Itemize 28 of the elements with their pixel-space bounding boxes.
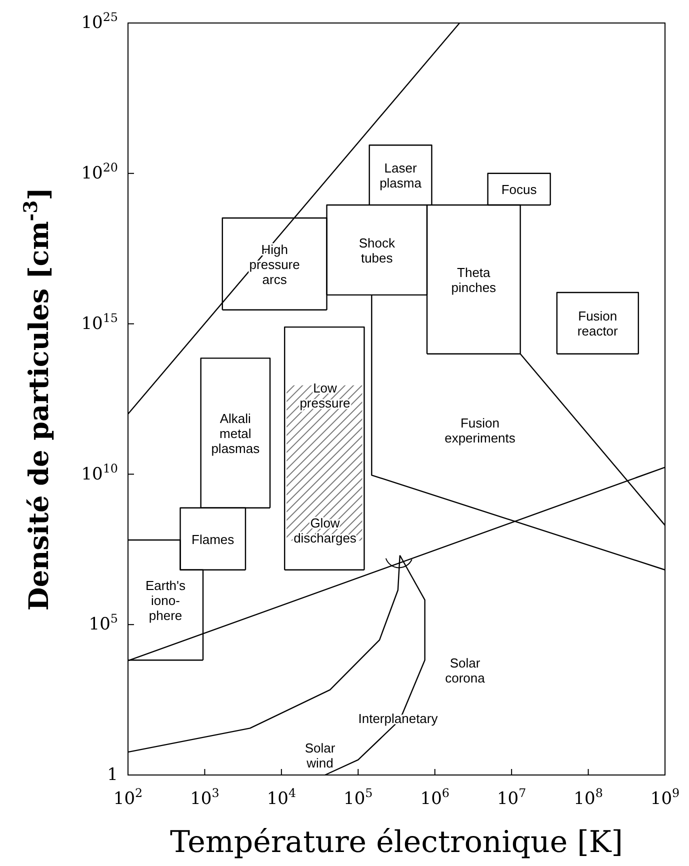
- x-tick-label: 10$^{6}$: [420, 786, 450, 809]
- series-label: Earth's iono- phere: [145, 578, 186, 624]
- series-label: Alkali metal plasmas: [211, 411, 260, 456]
- x-tick-label: 10$^{4}$: [266, 786, 296, 809]
- y-tick-label: 10$^{5}$: [88, 612, 118, 635]
- y-tick-label: 1: [107, 765, 118, 786]
- x-tick-label: 10$^{7}$: [496, 786, 526, 809]
- x-tick-label: 10$^{8}$: [574, 786, 603, 809]
- x-tick-label: 10$^{3}$: [190, 786, 220, 809]
- y-tick-label: 10$^{20}$: [81, 160, 118, 184]
- annotation: Fusion experiments: [444, 416, 516, 446]
- x-tick-label: 10$^{2}$: [113, 786, 143, 809]
- x-axis-title: Température électronique [K]: [170, 825, 623, 860]
- y-tick-label: 10$^{15}$: [81, 310, 118, 334]
- annotation: Solar wind: [304, 740, 336, 770]
- series-label: Fusion reactor: [577, 308, 619, 339]
- annotation: Low pressure: [300, 380, 350, 410]
- annotation: Glow discharges: [294, 516, 357, 546]
- series-label: Theta pinches: [451, 264, 497, 295]
- series-label: Focus: [501, 182, 538, 198]
- series-label: Laser plasma: [380, 160, 422, 191]
- y-tick-label: 10$^{10}$: [81, 461, 118, 484]
- y-tick-label: 10$^{25}$: [81, 10, 118, 34]
- x-tick-label: 10$^{5}$: [344, 786, 373, 809]
- x-tick-label: 10$^{9}$: [650, 786, 680, 809]
- series-label: Flames: [192, 532, 235, 547]
- text: Shock tubes: [358, 235, 396, 266]
- annotation: Solar corona: [445, 656, 486, 686]
